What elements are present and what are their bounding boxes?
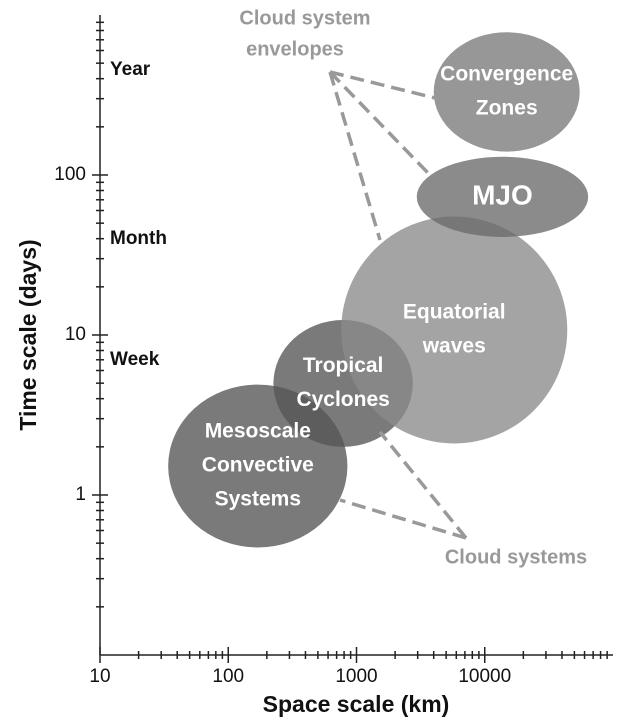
region-label: Cyclones <box>296 388 389 411</box>
region-label: Mesoscale <box>205 420 311 443</box>
region <box>416 156 589 237</box>
system-leaders <box>339 430 468 540</box>
region <box>341 216 568 444</box>
region <box>433 32 580 152</box>
region-label: Convective <box>202 454 314 477</box>
x-tick-label: 1000 <box>335 666 377 687</box>
region-label: Systems <box>215 488 301 511</box>
y-tick-label: 10 <box>65 324 86 345</box>
region-label: Equatorial <box>403 301 506 324</box>
scale-label: Month <box>110 228 167 249</box>
annotation: Cloud system <box>239 7 370 29</box>
region-label: Tropical <box>303 354 384 377</box>
y-tick-label: 1 <box>75 484 86 505</box>
annotation: envelopes <box>246 38 344 60</box>
scale-label: Year <box>110 59 151 80</box>
leader-lines <box>328 70 468 540</box>
region-label: waves <box>422 335 486 358</box>
x-axis-title: Space scale (km) <box>263 691 450 717</box>
region-label: Zones <box>476 96 538 119</box>
y-tick-label: 100 <box>54 164 86 185</box>
region-label: MJO <box>472 179 533 210</box>
annotation: Cloud systems <box>445 546 587 568</box>
envelope-leaders <box>328 70 436 241</box>
regions: Mesoscale Convective Systems Tropical Cyclon… <box>168 32 589 548</box>
y-axis-title: Time scale (days) <box>15 239 41 430</box>
scale-label: Week <box>110 349 160 370</box>
x-tick-label: 10 <box>89 666 110 687</box>
region-label: Convergence <box>440 62 573 85</box>
x-tick-label: 100 <box>212 666 244 687</box>
x-tick-label: 10000 <box>458 666 511 687</box>
